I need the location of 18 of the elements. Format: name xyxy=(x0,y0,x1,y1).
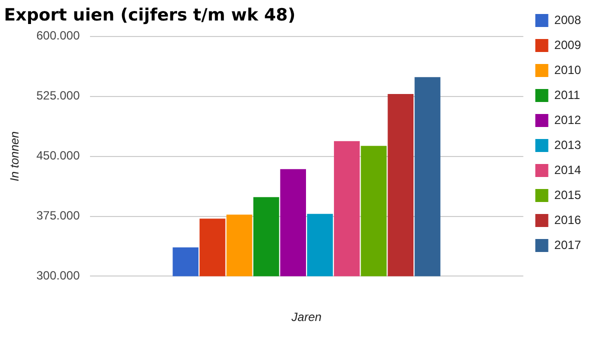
y-tick-label: 300.000 xyxy=(36,268,80,283)
legend-label: 2013 xyxy=(554,138,582,152)
legend-label: 2008 xyxy=(554,12,582,27)
legend-label: 2014 xyxy=(554,162,582,177)
y-tick-label: 450.000 xyxy=(36,148,80,163)
y-tick-label: 600.000 xyxy=(36,28,80,43)
legend-label: 2015 xyxy=(554,188,582,202)
legend-label: 2009 xyxy=(554,38,582,52)
legend-label: 2017 xyxy=(554,238,582,252)
y-tick-label: 525.000 xyxy=(36,88,80,103)
y-tick-label: 375.000 xyxy=(36,208,80,223)
chart-title: Export uien (cijfers t/m wk 48) xyxy=(4,6,296,26)
legend-label: 2012 xyxy=(554,112,582,127)
legend-label: 2016 xyxy=(554,212,582,227)
legend-label: 2011 xyxy=(554,88,580,102)
x-axis-title: Jaren xyxy=(290,310,322,324)
legend-label: 2010 xyxy=(554,62,582,77)
y-axis-title: In tonnen xyxy=(8,130,22,182)
